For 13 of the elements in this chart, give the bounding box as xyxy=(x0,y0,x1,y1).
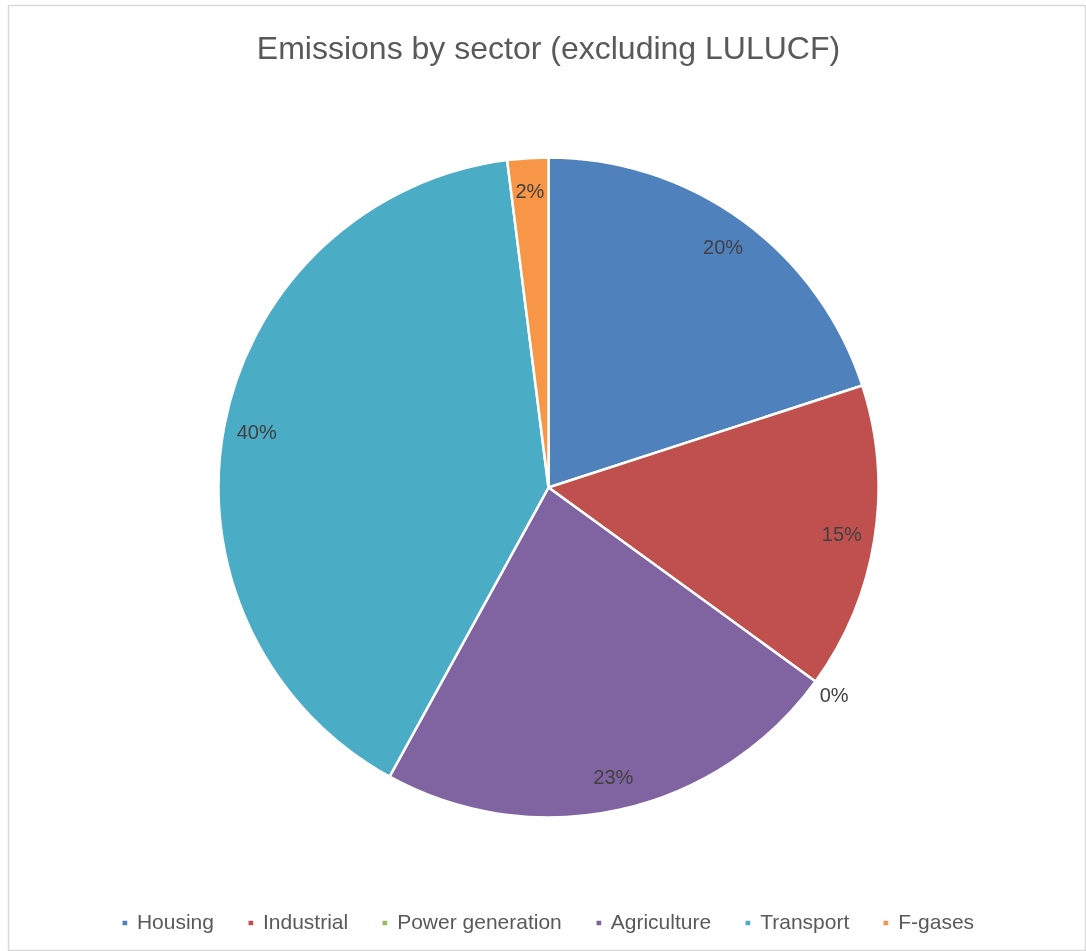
legend-label: Agriculture xyxy=(610,910,712,934)
data-label: 2% xyxy=(515,180,545,203)
data-label: 20% xyxy=(703,236,744,259)
legend-label: Power generation xyxy=(397,910,562,934)
text: 0% xyxy=(819,684,849,707)
legend-label: Transport xyxy=(760,910,850,934)
legend-label: Housing xyxy=(136,910,214,934)
chart-title: Emissions by sector (excluding LULUCF) xyxy=(256,29,841,66)
data-label: 40% xyxy=(236,420,277,443)
data-label: 23% xyxy=(593,766,634,789)
legend-label: Industrial xyxy=(262,910,349,934)
data-label: 15% xyxy=(821,522,863,545)
legend-label: F-gases xyxy=(898,910,975,934)
